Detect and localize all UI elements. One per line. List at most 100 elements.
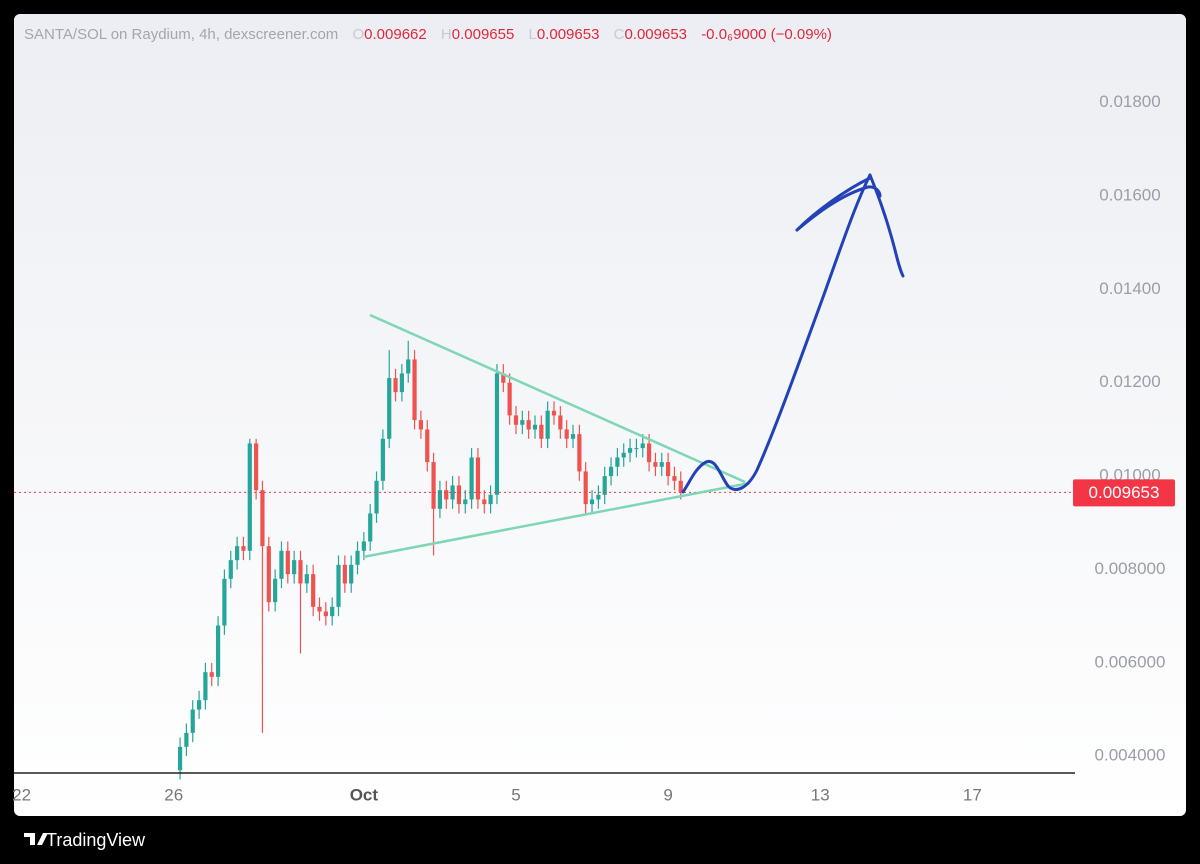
candle-body [349,564,354,584]
candle-body [222,578,227,626]
y-tick-label: 0.008000 [1095,559,1166,578]
legend: SANTA/SOL on Raydium, 4h, dexscreener.co… [24,26,832,43]
brand-name: TradingView [46,830,146,850]
candle-body [342,564,347,584]
candle-body [551,410,557,416]
candle-body [254,443,259,491]
candle-body [539,424,544,439]
candle-body [285,550,290,575]
y-tick-label: 0.01400 [1099,279,1160,298]
candle-body [589,499,595,505]
candle-body [387,378,392,439]
candle-body [583,471,588,505]
candle-body [247,443,252,551]
x-tick-label: 13 [811,785,830,804]
candle-body [190,709,195,733]
triangle-lower-line [362,481,751,559]
candle-body [311,574,316,607]
candle-body [507,382,512,416]
projection-drawing [795,176,872,232]
candle-body [177,746,183,771]
triangle-upper-line [369,313,746,484]
candle-body [627,448,633,453]
candle-body [526,420,531,430]
candle-body [266,546,271,603]
candle-body [545,410,550,439]
candle-body [570,434,576,439]
candle-body [399,373,404,393]
ohlc-value: 0.009653 [624,26,687,43]
candle-body [431,462,436,509]
candle-body [469,457,474,500]
candle-body [292,560,297,575]
y-tick-label: 0.01200 [1099,372,1160,391]
candle-body [374,480,379,514]
candle-body [513,415,519,425]
candle-body [361,541,366,551]
candle-body [615,457,620,467]
candle-body [456,485,462,505]
y-tick-label: 0.004000 [1095,746,1166,765]
projection-drawing [681,173,872,494]
ohlc-label: H [441,26,452,43]
chart-title: SANTA/SOL on Raydium, 4h, dexscreener.co… [24,26,338,43]
chart-background [14,14,1186,816]
candle-body [393,378,398,393]
candle-body [463,499,468,505]
ohlc-label: L [529,26,537,43]
candle-body [577,434,582,472]
candle-body [437,490,443,509]
candle-body [475,457,481,500]
ohlc-value: 0.009655 [452,26,515,43]
candle-body [196,700,202,710]
candle-body [646,443,652,463]
x-tick-label: 22 [12,785,31,804]
logo-mark [24,833,48,845]
x-tick-label: 26 [164,785,183,804]
candle-body [678,480,683,493]
candle-body [450,485,455,500]
candle-body [640,443,645,449]
y-tick-label: 0.006000 [1095,652,1166,671]
candle-body [228,560,233,579]
ohlc-change: -0.0₆9000 (−0.09%) [701,26,832,43]
candle-body [602,476,607,495]
candle-body [608,466,614,477]
candle-body [621,452,626,458]
candle-body [444,490,449,500]
candle-body [298,560,303,584]
candle-body [418,420,424,430]
candle-body [672,476,677,481]
candle-body [336,564,341,607]
candle-body [355,550,360,565]
candle-body [330,606,335,617]
candle-body [380,438,385,481]
candle-body [412,359,417,421]
x-tick-label: 17 [963,785,982,804]
candle-body [653,462,658,467]
candle-body [304,574,309,584]
x-tick-label: 5 [511,785,520,804]
candle-body [184,732,189,747]
candle-body [558,415,563,430]
ohlc-value: 0.009653 [537,26,600,43]
candle-body [203,672,208,701]
y-tick-label: 0.01800 [1099,92,1160,111]
candle-body [209,672,214,677]
candle-body [273,578,278,603]
candle-body [406,359,411,374]
candle-body [279,550,284,579]
x-tick-label: 9 [663,785,672,804]
candle-body [634,448,639,450]
brand-logo: TradingView [24,830,146,850]
candle-body [482,499,487,505]
candle-body [596,494,601,500]
candle-body [501,373,506,383]
ohlc-label: C [614,26,625,43]
ohlc-label: O [352,26,364,43]
candle-body [532,424,538,430]
candle-body [317,606,322,612]
candle-body [323,611,328,617]
